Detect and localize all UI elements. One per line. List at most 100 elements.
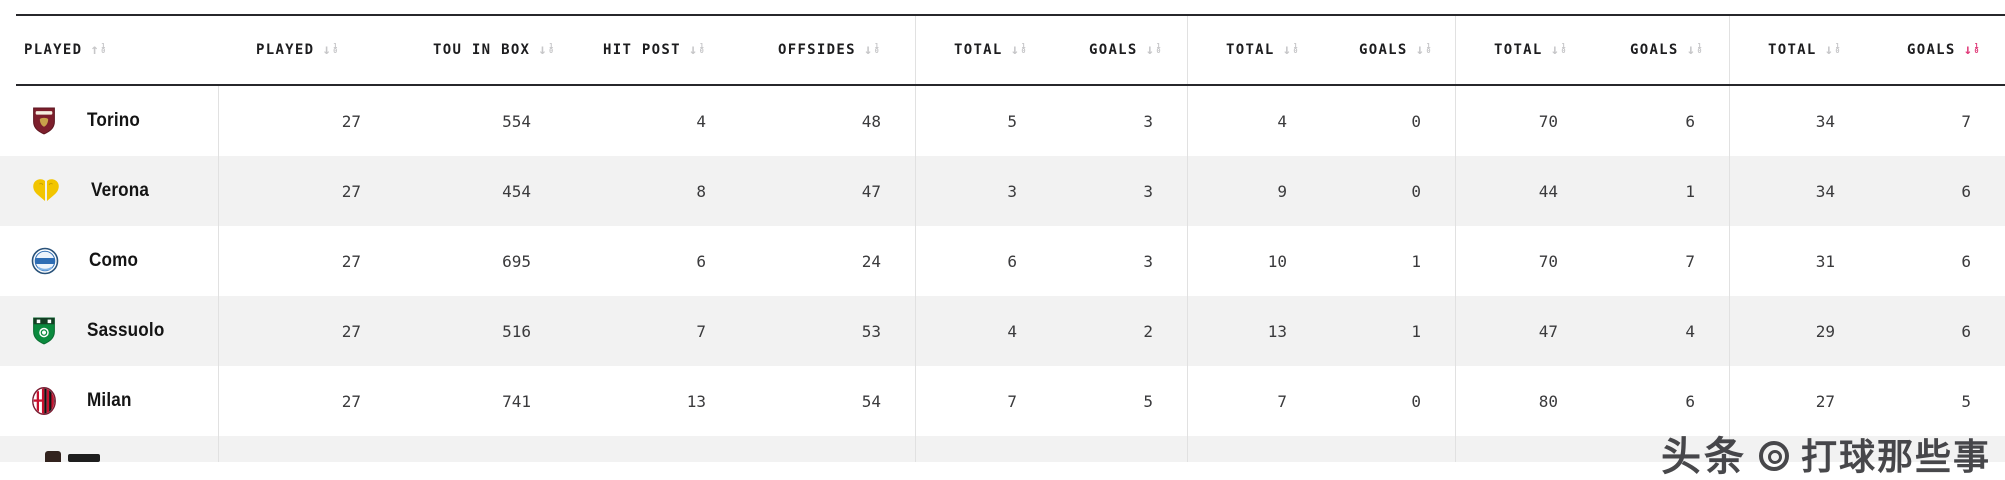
cell-goals-10: 4: [1685, 321, 1695, 341]
column-label: TOU IN BOX: [433, 42, 531, 58]
cell-hit-post-3: 8: [696, 181, 706, 201]
cell-total-11: 31: [1729, 226, 1869, 296]
sort-desc-icon: ↓ 1 0: [1145, 41, 1162, 58]
header-bottom-border: [16, 84, 2005, 86]
column-header-goals-6[interactable]: GOALS ↓ 1 0: [1051, 16, 1187, 84]
cell-offsides-4: 53: [861, 321, 881, 341]
sort-desc-icon: ↓ 1 0: [863, 41, 881, 58]
team-cell: Sassuolo: [0, 296, 218, 366]
cell-offsides-4: 24: [861, 251, 881, 271]
table-top-border: [16, 14, 2005, 16]
torino-crest-icon: [31, 107, 72, 135]
column-label: GOALS: [1630, 42, 1679, 58]
column-header-total-9[interactable]: TOTAL ↓ 1 0: [1455, 16, 1592, 84]
sort-desc-icon-active: ↓ 1 0: [1963, 41, 1980, 58]
cell-tou-in-box-2: 554: [502, 111, 531, 131]
team-cell: Como: [0, 226, 218, 296]
clipped-cell: [1729, 436, 1869, 462]
sort-desc-icon: ↓ 1 0: [1824, 41, 1841, 58]
sort-desc-icon: ↓ 1 0: [1686, 41, 1703, 58]
cell-hit-post-3: 6: [696, 251, 706, 271]
cell-total-5: 3: [915, 156, 1051, 226]
como-crest-icon: [31, 247, 74, 275]
team-name: Como: [89, 250, 139, 271]
team-row-como[interactable]: Como 27 695 6 24 6 3 10 1 70 7 31 6: [0, 226, 2005, 296]
table-header-row: PLAYED ↑ 1 0 PLAYED ↓ 1 0 TOU IN BOX ↓ 1 0 HIT POST ↓…: [0, 16, 2005, 84]
column-header-offsides-4[interactable]: OFFSIDES ↓ 1 0: [740, 16, 915, 84]
cell-played-1: 27: [218, 86, 395, 156]
clipped-team-name: [68, 454, 100, 462]
column-header-goals-8[interactable]: GOALS ↓ 1 0: [1321, 16, 1455, 84]
cell-total-7: 9: [1187, 156, 1321, 226]
clipped-cell: [395, 436, 565, 462]
cell-goals-12: 5: [1961, 391, 1971, 411]
column-label: TOTAL: [1226, 42, 1275, 58]
team-row-verona[interactable]: Verona 27 454 8 47 3 3 9 0 44 1 34 6: [0, 156, 2005, 226]
cell-played-1: 27: [218, 366, 395, 436]
clipped-cell: [1051, 436, 1187, 462]
team-cell: Verona: [0, 156, 218, 226]
watermark-brand: 头条: [1660, 433, 1747, 480]
team-cell: Torino: [0, 86, 218, 156]
clipped-cell: [0, 436, 218, 462]
cell-offsides-4: 48: [861, 111, 881, 131]
team-row-milan[interactable]: Milan 27 741 13 54 7 5 7 0 80 6 27 5: [0, 366, 2005, 436]
cell-total-9: 70: [1455, 226, 1592, 296]
column-label: PLAYED: [24, 42, 83, 58]
column-header-goals-10[interactable]: GOALS ↓ 1 0: [1592, 16, 1729, 84]
cell-goals-8: 0: [1411, 391, 1421, 411]
cell-played-1: 27: [218, 296, 395, 366]
column-header-hit-post-3[interactable]: HIT POST ↓ 1 0: [565, 16, 740, 84]
cell-total-5: 6: [915, 226, 1051, 296]
team-name: Sassuolo: [87, 320, 165, 341]
column-label: TOTAL: [1494, 42, 1543, 58]
cell-total-11: 27: [1729, 366, 1869, 436]
column-label: GOALS: [1089, 42, 1138, 58]
clipped-team-logo: [45, 451, 61, 462]
table-body: Torino 27 554 4 48 5 3 4 0 70 6 34 7 Verona 27 454 8 47 3 3…: [0, 86, 2005, 436]
column-header-total-5[interactable]: TOTAL ↓ 1 0: [915, 16, 1051, 84]
column-header-played-1[interactable]: PLAYED ↓ 1 0: [218, 16, 395, 84]
cell-goals-8: 1: [1411, 251, 1421, 271]
cell-offsides-4: 47: [861, 181, 881, 201]
clipped-cell: [565, 436, 740, 462]
column-label: TOTAL: [954, 42, 1003, 58]
sort-desc-icon: ↓ 1 0: [1550, 41, 1567, 58]
team-row-sassuolo[interactable]: Sassuolo 27 516 7 53 4 2 13 1 47 4 29 6: [0, 296, 2005, 366]
column-label: PLAYED: [256, 42, 315, 58]
cell-total-7: 7: [1187, 366, 1321, 436]
column-label: GOALS: [1359, 42, 1408, 58]
cell-played-1: 27: [218, 226, 395, 296]
column-header-goals-12[interactable]: GOALS ↓ 1 0: [1869, 16, 2005, 84]
cell-goals-12: 6: [1961, 321, 1971, 341]
cell-goals-6: 3: [1143, 251, 1153, 271]
cell-goals-10: 7: [1685, 251, 1695, 271]
cell-goals-12: 7: [1961, 111, 1971, 131]
cell-goals-6: 2: [1143, 321, 1153, 341]
column-header-played-0[interactable]: PLAYED ↑ 1 0: [0, 16, 218, 84]
cell-goals-6: 3: [1143, 181, 1153, 201]
sort-desc-icon: ↓ 1 0: [538, 41, 555, 58]
cell-total-7: 4: [1187, 86, 1321, 156]
clipped-cell: [740, 436, 915, 462]
cell-total-11: 34: [1729, 86, 1869, 156]
cell-tou-in-box-2: 516: [502, 321, 531, 341]
cell-total-7: 13: [1187, 296, 1321, 366]
watermark-avatar-icon: [1758, 440, 1789, 471]
cell-hit-post-3: 7: [696, 321, 706, 341]
team-row-torino[interactable]: Torino 27 554 4 48 5 3 4 0 70 6 34 7: [0, 86, 2005, 156]
column-header-total-11[interactable]: TOTAL ↓ 1 0: [1729, 16, 1869, 84]
sort-desc-icon: ↓ 1 0: [1415, 41, 1432, 58]
watermark: 头条 打球那些事: [1661, 437, 1991, 478]
team-cell: Milan: [0, 366, 218, 436]
cell-total-5: 7: [915, 366, 1051, 436]
milan-crest-icon: [31, 387, 72, 415]
column-label: GOALS: [1907, 42, 1956, 58]
column-header-total-7[interactable]: TOTAL ↓ 1 0: [1187, 16, 1321, 84]
cell-tou-in-box-2: 695: [502, 251, 531, 271]
cell-goals-8: 0: [1411, 111, 1421, 131]
sort-desc-icon: ↓ 1 0: [688, 41, 706, 58]
clipped-cell: [1321, 436, 1455, 462]
cell-goals-10: 6: [1685, 391, 1695, 411]
column-header-tou-in-box-2[interactable]: TOU IN BOX ↓ 1 0: [395, 16, 565, 84]
